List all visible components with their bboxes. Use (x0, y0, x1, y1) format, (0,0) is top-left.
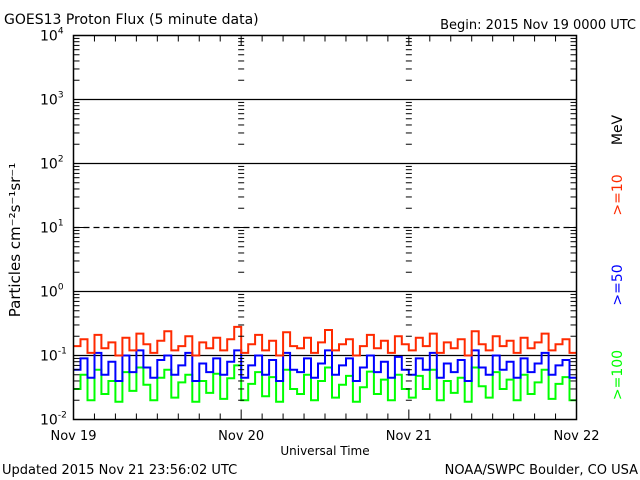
y-tick-label: 104 (40, 27, 64, 45)
series-line-gte50 (73, 349, 577, 382)
updated-timestamp: Updated 2015 Nov 21 23:56:02 UTC (2, 463, 237, 478)
x-axis-title: Universal Time (280, 444, 369, 458)
y-tick-label: 10-2 (40, 411, 67, 429)
legend-label: >=100 (610, 350, 626, 400)
series-line-gte100 (73, 364, 577, 403)
x-tick-label: Nov 22 (553, 429, 599, 444)
legend-label: >=50 (610, 264, 626, 305)
x-tick-label: Nov 21 (386, 429, 432, 444)
y-tick-label: 101 (40, 219, 64, 237)
source-credit: NOAA/SWPC Boulder, CO USA (445, 463, 638, 478)
y-tick-label: 10-1 (40, 347, 67, 365)
unit-label: MeV (610, 114, 626, 145)
y-axis-title: Particles cm⁻²s⁻¹sr⁻¹ (6, 163, 24, 317)
begin-label: Begin: 2015 Nov 19 0000 UTC (440, 18, 636, 33)
y-tick-label: 102 (40, 155, 64, 173)
legend-label: >=10 (610, 174, 626, 215)
y-tick-label: 100 (40, 283, 64, 301)
x-tick-label: Nov 20 (218, 429, 264, 444)
y-tick-label: 103 (40, 91, 64, 109)
series-line-gte10 (73, 325, 577, 357)
chart-title: GOES13 Proton Flux (5 minute data) (4, 12, 259, 28)
x-tick-label: Nov 19 (50, 429, 96, 444)
